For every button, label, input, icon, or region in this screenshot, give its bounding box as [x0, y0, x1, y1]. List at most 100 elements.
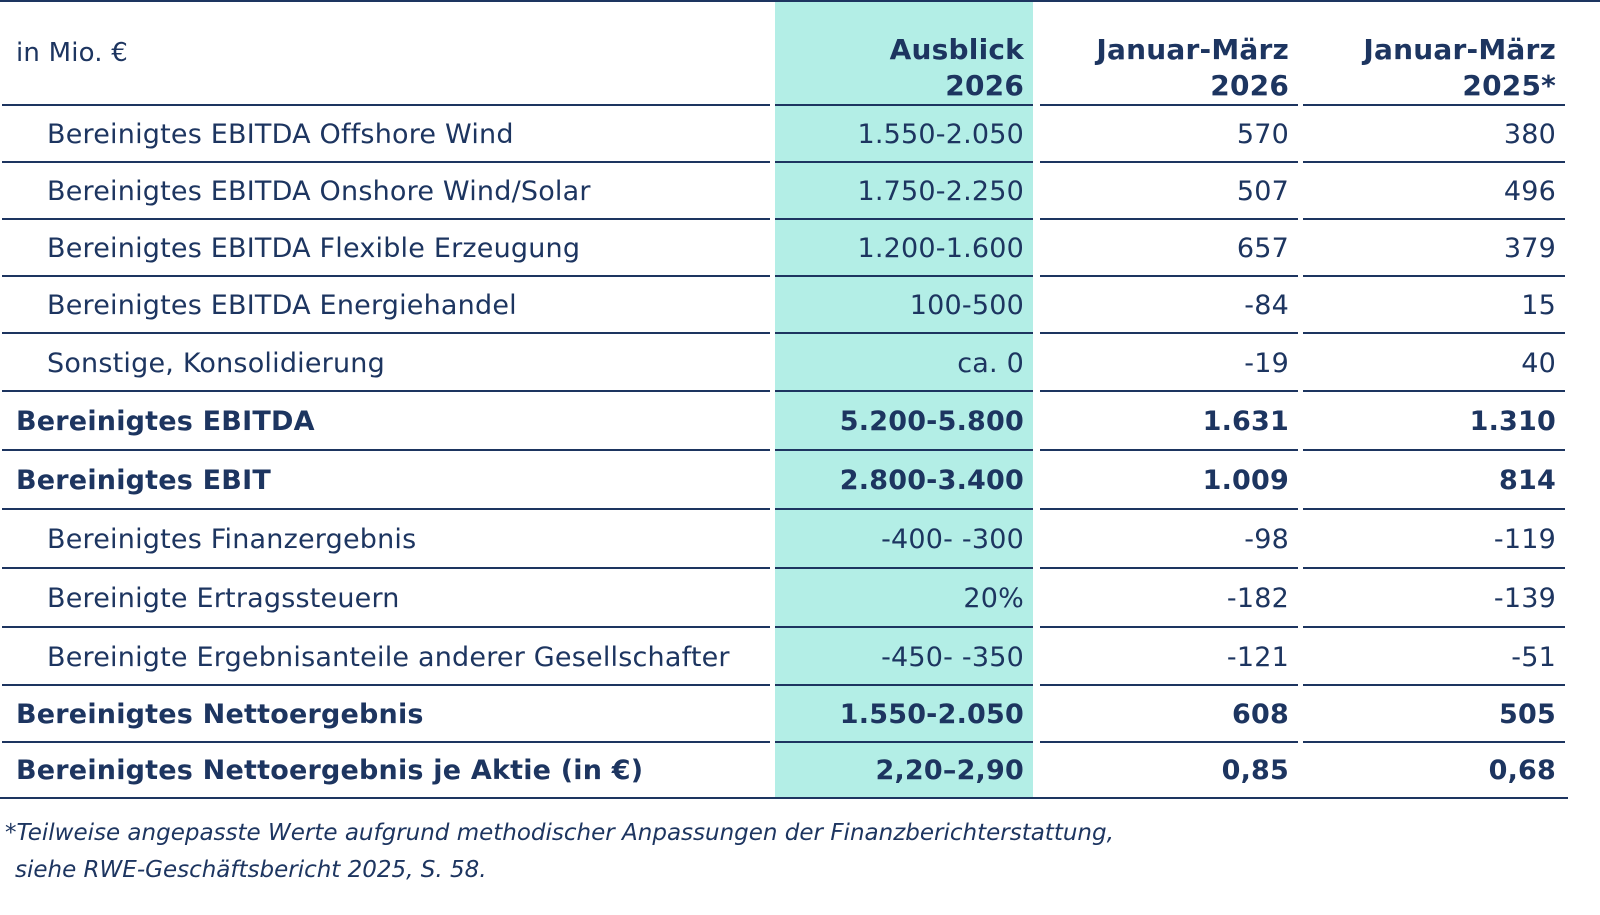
table-row: Bereinigte Ergebnisanteile anderer Gesel…	[0, 628, 1600, 686]
row-label: Bereinigtes EBITDA Offshore Wind	[47, 119, 514, 150]
value-q1-2025: 379	[1503, 233, 1556, 264]
header-q1-2025: Januar-März 2025*	[1303, 2, 1565, 106]
table-row: Bereinigtes EBITDA 5.200-5.800 1.631 1.310	[0, 392, 1600, 451]
row-label: Bereinigtes EBITDA Energiehandel	[47, 290, 517, 321]
row-divider	[2, 741, 770, 743]
footnote-line-1: *Teilweise angepasste Werte aufgrund met…	[5, 820, 1114, 846]
row-divider	[2, 275, 770, 277]
row-label: Bereinigtes EBITDA Flexible Erzeugung	[47, 233, 581, 264]
value-outlook-2026: 20%	[775, 569, 1033, 628]
row-label: Bereinigtes Nettoergebnis je Aktie (in €…	[16, 755, 644, 786]
value-q1-2025: 496	[1503, 176, 1556, 207]
row-divider	[1040, 684, 1298, 686]
row-divider	[2, 161, 770, 163]
row-divider	[1303, 684, 1565, 686]
value-outlook-2026: 2,20–2,90	[775, 743, 1033, 798]
row-divider	[1040, 390, 1298, 392]
value-q1-2026: 608	[1232, 699, 1289, 730]
header-outlook-2026: Ausblick 2026	[775, 2, 1033, 106]
value-q1-2026: -182	[1226, 583, 1289, 614]
value-q1-2025: 40	[1521, 347, 1556, 379]
value-outlook-2026: 1.200-1.600	[775, 220, 1033, 277]
value-q1-2025: 15	[1521, 290, 1556, 321]
row-divider	[2, 390, 770, 392]
row-divider	[1040, 567, 1298, 569]
header-line: 2026	[1210, 69, 1289, 102]
value-outlook-2026: ca. 0	[775, 334, 1033, 392]
row-divider	[1040, 449, 1298, 451]
value-q1-2026: 570	[1236, 119, 1289, 150]
row-divider	[1303, 390, 1565, 392]
row-divider	[1040, 161, 1298, 163]
row-label: Bereinigte Ertragssteuern	[47, 583, 400, 614]
row-label: Sonstige, Konsolidierung	[47, 347, 385, 379]
row-divider	[1303, 332, 1565, 334]
row-divider	[775, 104, 1033, 106]
row-divider	[775, 626, 1033, 628]
row-divider	[1040, 332, 1298, 334]
header-line: 2025*	[1462, 69, 1556, 102]
value-q1-2025: 1.310	[1469, 406, 1556, 437]
header-line: 2026	[945, 69, 1024, 102]
header-line: Januar-März	[1363, 33, 1556, 66]
row-divider	[775, 567, 1033, 569]
table-row: Bereinigtes EBIT 2.800-3.400 1.009 814	[0, 451, 1600, 510]
row-divider	[1040, 218, 1298, 220]
table-row: Bereinigtes EBITDA Onshore Wind/Solar 1.7…	[0, 163, 1600, 220]
value-outlook-2026: -400- -300	[775, 510, 1033, 569]
value-q1-2026: 1.631	[1202, 406, 1289, 437]
row-label: Bereinigtes EBITDA	[16, 406, 315, 437]
row-divider	[2, 567, 770, 569]
row-divider	[1303, 218, 1565, 220]
row-divider	[2, 626, 770, 628]
value-q1-2026: 0,85	[1221, 755, 1289, 786]
footnote: *Teilweise angepasste Werte aufgrund met…	[5, 815, 1114, 889]
row-divider	[775, 275, 1033, 277]
row-label: Bereinigtes EBIT	[16, 465, 271, 496]
value-q1-2025: 0,68	[1488, 755, 1556, 786]
row-divider	[2, 449, 770, 451]
header-line: Januar-März	[1096, 33, 1289, 66]
header-line: Ausblick	[889, 33, 1024, 66]
row-divider	[1040, 741, 1298, 743]
value-q1-2026: 657	[1236, 233, 1289, 264]
value-outlook-2026: 1.750-2.250	[775, 163, 1033, 220]
row-divider	[1303, 508, 1565, 510]
row-divider	[775, 332, 1033, 334]
row-divider	[2, 332, 770, 334]
table-row: Bereinigtes EBITDA Offshore Wind 1.550-2.…	[0, 106, 1600, 163]
row-divider	[1040, 275, 1298, 277]
row-divider	[2, 218, 770, 220]
row-divider	[1303, 449, 1565, 451]
row-label: Bereinigtes EBITDA Onshore Wind/Solar	[47, 176, 591, 207]
row-label: Bereinigte Ergebnisanteile anderer Gesel…	[47, 641, 730, 673]
value-q1-2025: -119	[1493, 524, 1556, 555]
value-q1-2026: 1.009	[1202, 465, 1289, 496]
row-divider	[1303, 741, 1565, 743]
value-q1-2026: -98	[1244, 524, 1289, 555]
value-q1-2026: 507	[1236, 176, 1289, 207]
row-divider	[2, 684, 770, 686]
row-divider	[1303, 275, 1565, 277]
value-q1-2026: -121	[1226, 641, 1289, 673]
row-divider	[1303, 626, 1565, 628]
row-divider	[2, 104, 770, 106]
table-row: Bereinigtes Nettoergebnis je Aktie (in €…	[0, 743, 1600, 798]
value-outlook-2026: 100-500	[775, 277, 1033, 334]
value-outlook-2026: 5.200-5.800	[775, 392, 1033, 451]
row-divider	[775, 741, 1033, 743]
value-q1-2025: 814	[1499, 465, 1556, 496]
table-row: Bereinigte Ertragssteuern 20% -182 -139	[0, 569, 1600, 628]
value-outlook-2026: 1.550-2.050	[775, 686, 1033, 743]
table-bottom-rule	[0, 797, 1568, 799]
value-outlook-2026: 1.550-2.050	[775, 106, 1033, 163]
value-outlook-2026: 2.800-3.400	[775, 451, 1033, 510]
row-divider	[775, 161, 1033, 163]
table-header-row: in Mio. € Ausblick 2026 Januar-März 2026…	[0, 2, 1600, 106]
row-divider	[1303, 104, 1565, 106]
row-divider	[775, 449, 1033, 451]
row-divider	[1303, 161, 1565, 163]
unit-label: in Mio. €	[16, 38, 128, 68]
header-q1-2026: Januar-März 2026	[1040, 2, 1298, 106]
row-divider	[1040, 508, 1298, 510]
